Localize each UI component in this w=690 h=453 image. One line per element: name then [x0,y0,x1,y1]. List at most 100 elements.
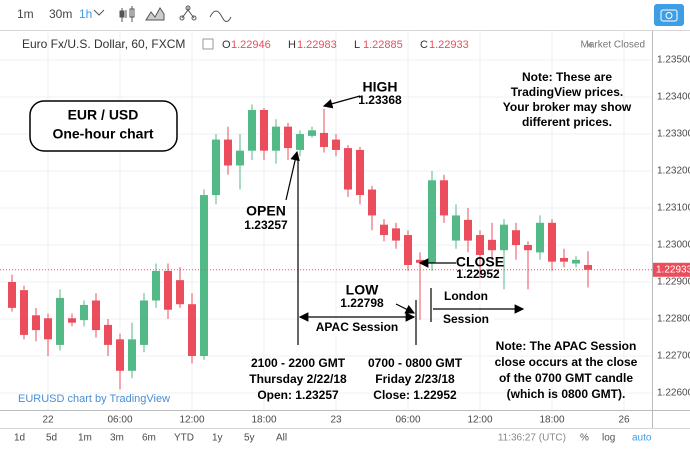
scale-option[interactable]: auto [632,433,652,444]
range-button[interactable]: 1d [14,433,25,444]
x-tick-label: 18:00 [251,415,276,426]
plot-area [0,31,652,410]
candle-body [584,264,592,270]
annotation-apac: APAC Session [316,320,398,334]
interval-button[interactable]: 1m [17,7,34,21]
annotation-box: One-hour chart [52,126,153,142]
symbol: Euro Fx/U.S. Dollar, 60, FXCM [22,37,185,51]
watermark: EURUSD chart by TradingView [18,393,170,405]
y-tick-label: 1.23500 [657,55,690,66]
candle-body [404,235,412,265]
annotation-note1: Note: These are [522,70,612,84]
annotation-close_time: Friday 2/23/18 [375,372,455,386]
range-button[interactable]: 1m [78,433,92,444]
y-tick-label: 1.22600 [657,388,690,399]
ohlc-key: L [354,39,360,51]
candle-body [548,222,556,262]
candle-body [200,195,208,356]
candle-body [488,239,496,251]
x-tick-label: 26 [618,415,630,426]
candle-body [572,259,580,264]
x-tick-label: 18:00 [539,415,564,426]
candle-body [104,324,112,345]
annotation-open_time: Thursday 2/22/18 [249,372,347,386]
ohlc-value: 1.22933 [429,39,469,51]
y-tick-label: 1.23100 [657,203,690,214]
annotation-high: HIGH [363,79,398,95]
annotation-box: EUR / USD [68,107,139,123]
candle-body [164,270,172,310]
top-toolbar [0,0,690,30]
annotation-open_time: 2100 - 2200 GMT [251,356,346,370]
candle-body [140,300,148,345]
scale-option[interactable]: % [580,433,589,444]
market-status: Market Closed [581,40,645,51]
candle-body [260,109,268,151]
candle-body [476,235,484,255]
y-tick-label: 1.22800 [657,314,690,325]
candle-body [272,126,280,151]
annotation-low: 1.22798 [340,296,384,310]
last-price-label: 1.22933 [656,264,690,275]
range-button[interactable]: 6m [142,433,156,444]
candle-body [116,339,124,371]
annotation-note1: TradingView prices. [511,85,624,99]
candle-body [392,228,400,241]
bottom-toolbar: 1d 5d 1m 3m 6m YTD 1y 5y All 11:36:27 (UTC)% log au… [14,433,652,444]
candle-body [356,149,364,196]
ohlc-key: C [420,39,428,51]
clock: 11:36:27 (UTC) [498,433,566,444]
annotation-open_time: Open: 1.23257 [257,388,339,402]
annotation-note2: of the 0700 GMT candle [499,371,633,385]
candle-body [56,297,64,345]
last-price-box [653,262,690,277]
candle-body [224,139,232,166]
candle-body [380,224,388,236]
candle-body [44,318,52,340]
ohlc-value: 1.22885 [363,39,403,51]
candle-body [344,148,352,190]
range-button[interactable]: 5d [46,433,57,444]
x-tick-label: 06:00 [107,415,132,426]
candle-body [20,290,28,335]
scale-option[interactable]: log [602,433,615,444]
annotation-close_time: Close: 1.22952 [373,388,457,402]
candle-body [188,304,196,356]
camera-icon [660,9,678,22]
range-button[interactable]: 5y [244,433,255,444]
annotation-note1: different prices. [522,115,612,129]
interval-button[interactable]: 1h [79,7,92,21]
candle-body [320,132,328,147]
annotation-london: Session [443,312,489,326]
interval-button[interactable]: 30m [49,7,72,21]
annotation-note2: close occurs at the close [495,355,638,369]
annotation-note1: Your broker may show [503,100,632,114]
y-tick-label: 1.23200 [657,166,690,177]
annotation-close: CLOSE [456,254,504,270]
ohlc-value: 1.22983 [297,39,337,51]
annotation-note2: Note: The APAC Session [496,339,637,353]
annotation-close: 1.22952 [456,267,500,281]
y-tick-label: 1.23000 [657,240,690,251]
candle-body [212,139,220,196]
annotation-london: London [444,289,488,303]
candle-body [440,180,448,216]
range-button[interactable]: All [276,433,287,444]
candle-body [32,315,40,331]
ohlc-key: H [288,39,296,51]
range-button[interactable]: YTD [174,433,194,444]
x-tick-label: 12:00 [467,415,492,426]
candle-body [368,189,376,216]
range-button[interactable]: 3m [110,433,124,444]
snapshot-button[interactable] [654,4,684,26]
ohlc-key: O [222,39,231,51]
candle-body [80,304,88,321]
candle-body [416,259,424,263]
candle-body [128,339,136,371]
annotation-note2: (which is 0800 GMT). [507,387,626,401]
candle-body [308,130,316,136]
annotation-high: 1.23368 [358,93,402,107]
range-button[interactable]: 1y [212,433,223,444]
